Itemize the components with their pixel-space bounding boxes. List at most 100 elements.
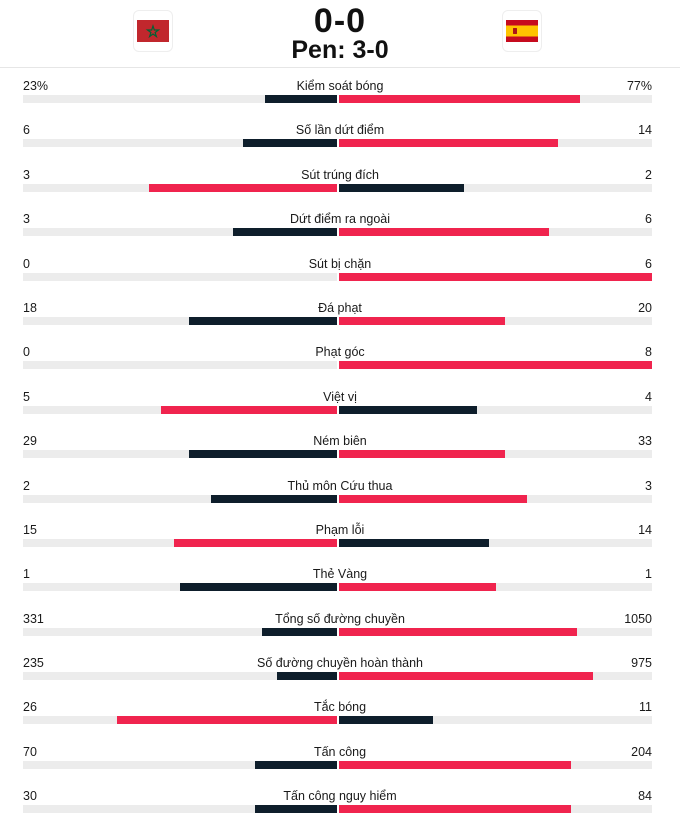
home-stat-track bbox=[23, 805, 337, 814]
stat-label: Thủ môn Cứu thua bbox=[287, 478, 393, 493]
away-stat-value: 204 bbox=[631, 744, 652, 759]
home-stat-track bbox=[23, 494, 337, 503]
home-stat-track bbox=[23, 405, 337, 414]
home-stat-value: 331 bbox=[23, 611, 44, 626]
stat-row: 235 Số đường chuyền hoàn thành 975 bbox=[0, 652, 680, 696]
stat-label: Tổng số đường chuyền bbox=[275, 611, 405, 626]
stat-label: Phạm lỗi bbox=[315, 522, 365, 537]
away-stat-track bbox=[339, 583, 652, 592]
home-stat-bar bbox=[242, 139, 337, 148]
away-stat-bar bbox=[339, 805, 571, 814]
stat-label: Phạt góc bbox=[315, 345, 365, 360]
away-stat-track bbox=[339, 672, 652, 681]
home-stat-value: 0 bbox=[23, 256, 30, 271]
away-stat-value: 14 bbox=[638, 123, 652, 138]
match-header: 0-0 Pen: 3-0 bbox=[0, 0, 680, 68]
away-stat-value: 975 bbox=[631, 656, 652, 671]
stat-label: Đá phạt bbox=[318, 300, 362, 315]
stats-list: 23% Kiểm soát bóng 77% 6 Số lần dứt điểm 14 3 S… bbox=[0, 75, 680, 818]
home-stat-track bbox=[23, 361, 337, 370]
away-team-flag[interactable] bbox=[502, 10, 542, 52]
stat-label: Tấn công bbox=[313, 744, 367, 759]
away-stat-bar bbox=[339, 494, 527, 503]
home-stat-track bbox=[23, 228, 337, 237]
away-stat-value: 33 bbox=[638, 434, 652, 449]
home-stat-track bbox=[23, 316, 337, 325]
away-stat-track bbox=[339, 405, 652, 414]
home-stat-value: 3 bbox=[23, 212, 30, 227]
home-stat-value: 70 bbox=[23, 744, 37, 759]
away-stat-value: 8 bbox=[645, 345, 652, 360]
stat-label: Số đường chuyền hoàn thành bbox=[257, 656, 423, 671]
stat-row: 3 Dứt điểm ra ngoài 6 bbox=[0, 208, 680, 252]
away-stat-bar bbox=[339, 760, 571, 769]
away-stat-track bbox=[339, 805, 652, 814]
stat-label: Kiểm soát bóng bbox=[296, 79, 384, 93]
away-stat-bar bbox=[339, 672, 593, 681]
away-stat-bar bbox=[339, 361, 652, 370]
away-stat-value: 84 bbox=[638, 789, 652, 804]
away-stat-bar bbox=[339, 95, 580, 103]
home-stat-track bbox=[23, 716, 337, 725]
away-stat-bar bbox=[339, 228, 549, 237]
home-stat-track bbox=[23, 183, 337, 192]
home-stat-track bbox=[23, 139, 337, 148]
home-stat-track bbox=[23, 538, 337, 547]
away-stat-bar bbox=[339, 139, 559, 148]
home-stat-track bbox=[23, 450, 337, 459]
away-stat-track bbox=[339, 361, 652, 370]
stat-label: Số lần dứt điểm bbox=[295, 123, 385, 138]
home-stat-bar bbox=[148, 183, 337, 192]
stat-row: 2 Thủ môn Cứu thua 3 bbox=[0, 475, 680, 519]
stat-row: 70 Tấn công 204 bbox=[0, 741, 680, 785]
away-stat-bar bbox=[339, 272, 652, 281]
away-stat-value: 6 bbox=[645, 256, 652, 271]
home-stat-value: 30 bbox=[23, 789, 37, 804]
stat-row: 29 Ném biên 33 bbox=[0, 430, 680, 474]
home-stat-value: 29 bbox=[23, 434, 37, 449]
stat-label: Việt vị bbox=[323, 389, 357, 404]
home-stat-track bbox=[23, 627, 337, 636]
stat-label: Sút trúng đích bbox=[301, 167, 379, 182]
away-stat-value: 11 bbox=[639, 700, 652, 715]
stat-row: 15 Phạm lỗi 14 bbox=[0, 519, 680, 563]
home-stat-value: 3 bbox=[23, 167, 30, 182]
home-stat-value: 26 bbox=[23, 700, 37, 715]
stat-row: 23% Kiểm soát bóng 77% bbox=[0, 75, 680, 119]
home-stat-bar bbox=[255, 805, 337, 814]
home-stat-value: 0 bbox=[23, 345, 30, 360]
away-stat-bar bbox=[339, 405, 477, 414]
home-stat-value: 5 bbox=[23, 389, 30, 404]
home-stat-track bbox=[23, 95, 337, 103]
away-stat-bar bbox=[339, 183, 465, 192]
away-stat-track bbox=[339, 538, 652, 547]
home-stat-value: 1 bbox=[23, 567, 30, 582]
stat-row: 18 Đá phạt 20 bbox=[0, 297, 680, 341]
away-stat-track bbox=[339, 272, 652, 281]
stat-row: 30 Tấn công nguy hiểm 84 bbox=[0, 785, 680, 818]
away-stat-track bbox=[339, 139, 652, 148]
away-stat-track bbox=[339, 95, 652, 103]
stat-label: Tấn công nguy hiểm bbox=[283, 789, 397, 804]
away-stat-track bbox=[339, 316, 652, 325]
away-stat-value: 1050 bbox=[624, 611, 652, 626]
stat-row: 3 Sút trúng đích 2 bbox=[0, 164, 680, 208]
home-stat-bar bbox=[180, 583, 337, 592]
home-stat-track bbox=[23, 583, 337, 592]
stat-row: 0 Sút bị chặn 6 bbox=[0, 253, 680, 297]
stat-row: 1 Thẻ Vàng 1 bbox=[0, 563, 680, 607]
stat-row: 26 Tắc bóng 11 bbox=[0, 696, 680, 740]
home-stat-value: 6 bbox=[23, 123, 30, 138]
away-stat-bar bbox=[339, 316, 505, 325]
spain-flag-icon bbox=[506, 20, 538, 42]
home-stat-value: 15 bbox=[23, 522, 37, 537]
stat-label: Sút bị chặn bbox=[308, 256, 372, 271]
away-stat-track bbox=[339, 627, 652, 636]
away-stat-bar bbox=[339, 450, 505, 459]
stat-row: 5 Việt vị 4 bbox=[0, 386, 680, 430]
home-team-flag[interactable] bbox=[133, 10, 173, 52]
stat-label: Ném biên bbox=[313, 434, 367, 449]
home-stat-bar bbox=[255, 760, 337, 769]
home-stat-bar bbox=[264, 95, 337, 103]
penalty-score: Pen: 3-0 bbox=[291, 36, 389, 64]
